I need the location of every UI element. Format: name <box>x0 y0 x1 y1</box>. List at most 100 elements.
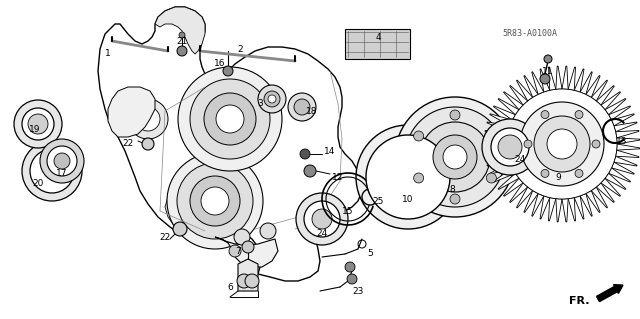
Text: 12: 12 <box>332 173 344 182</box>
Polygon shape <box>617 138 640 144</box>
Circle shape <box>234 229 250 245</box>
Polygon shape <box>487 156 510 166</box>
Polygon shape <box>485 150 508 158</box>
Polygon shape <box>490 114 513 126</box>
Circle shape <box>304 165 316 177</box>
Polygon shape <box>609 168 630 182</box>
Circle shape <box>413 131 424 141</box>
Text: 15: 15 <box>342 206 354 216</box>
Text: 6: 6 <box>227 283 233 292</box>
Text: 22: 22 <box>122 139 134 149</box>
Circle shape <box>296 193 348 245</box>
Circle shape <box>30 149 74 193</box>
Polygon shape <box>580 194 592 216</box>
Circle shape <box>347 274 357 284</box>
Circle shape <box>366 135 450 219</box>
Polygon shape <box>509 85 528 105</box>
Text: 5R83-A0100A: 5R83-A0100A <box>502 29 557 39</box>
Circle shape <box>40 139 84 183</box>
Text: 10: 10 <box>403 195 413 204</box>
Circle shape <box>486 173 497 183</box>
Text: 4: 4 <box>375 33 381 41</box>
Circle shape <box>413 173 424 183</box>
Text: 7: 7 <box>235 247 241 256</box>
Polygon shape <box>596 183 614 203</box>
Circle shape <box>47 146 77 176</box>
Circle shape <box>498 135 522 159</box>
Polygon shape <box>524 76 538 97</box>
Polygon shape <box>498 99 519 115</box>
Polygon shape <box>612 114 634 126</box>
Polygon shape <box>616 130 639 138</box>
Circle shape <box>345 262 355 272</box>
Circle shape <box>541 111 549 119</box>
Polygon shape <box>586 190 600 212</box>
Circle shape <box>264 91 280 107</box>
Text: 13: 13 <box>616 137 628 145</box>
Circle shape <box>486 131 497 141</box>
Text: 23: 23 <box>352 286 364 295</box>
Circle shape <box>173 222 187 236</box>
Circle shape <box>177 163 253 239</box>
Polygon shape <box>612 162 634 174</box>
Polygon shape <box>548 67 556 90</box>
Polygon shape <box>238 259 258 291</box>
Text: 9: 9 <box>555 173 561 182</box>
Circle shape <box>534 116 590 172</box>
Polygon shape <box>155 7 205 54</box>
Polygon shape <box>548 198 556 221</box>
Polygon shape <box>614 122 637 132</box>
Polygon shape <box>532 72 544 94</box>
Text: 11: 11 <box>542 66 554 76</box>
Circle shape <box>223 66 233 76</box>
Polygon shape <box>586 76 600 97</box>
Polygon shape <box>556 199 562 222</box>
Text: 5: 5 <box>367 249 373 258</box>
Polygon shape <box>540 69 550 92</box>
Circle shape <box>433 135 477 179</box>
Polygon shape <box>493 168 515 182</box>
Circle shape <box>179 32 185 38</box>
Circle shape <box>14 100 62 148</box>
Circle shape <box>356 125 460 229</box>
Polygon shape <box>516 80 532 101</box>
Text: 3: 3 <box>257 100 263 108</box>
Polygon shape <box>490 162 513 174</box>
Polygon shape <box>532 194 544 216</box>
Circle shape <box>204 93 256 145</box>
Circle shape <box>178 67 282 171</box>
Text: 22: 22 <box>159 233 171 241</box>
Polygon shape <box>574 196 584 219</box>
FancyArrow shape <box>596 285 623 302</box>
Circle shape <box>258 85 286 113</box>
Text: 21: 21 <box>176 36 188 46</box>
Polygon shape <box>487 122 510 132</box>
Circle shape <box>260 223 276 239</box>
Circle shape <box>507 89 617 199</box>
Circle shape <box>312 209 332 229</box>
Polygon shape <box>498 173 519 189</box>
Polygon shape <box>601 178 620 196</box>
Circle shape <box>22 108 54 140</box>
Circle shape <box>395 97 515 217</box>
Circle shape <box>575 111 583 119</box>
Polygon shape <box>596 85 614 105</box>
Circle shape <box>22 141 82 201</box>
Polygon shape <box>568 198 575 221</box>
Circle shape <box>177 46 187 56</box>
Polygon shape <box>524 190 538 212</box>
Polygon shape <box>562 199 568 222</box>
Polygon shape <box>485 130 508 138</box>
Circle shape <box>524 140 532 148</box>
Polygon shape <box>591 187 607 208</box>
Polygon shape <box>617 144 640 150</box>
Text: 20: 20 <box>32 180 44 189</box>
Circle shape <box>229 245 241 257</box>
Text: 14: 14 <box>324 146 336 155</box>
Text: 8: 8 <box>449 184 455 194</box>
Circle shape <box>288 93 316 121</box>
Circle shape <box>450 194 460 204</box>
Polygon shape <box>609 106 630 120</box>
Polygon shape <box>484 138 508 144</box>
Circle shape <box>237 274 251 288</box>
